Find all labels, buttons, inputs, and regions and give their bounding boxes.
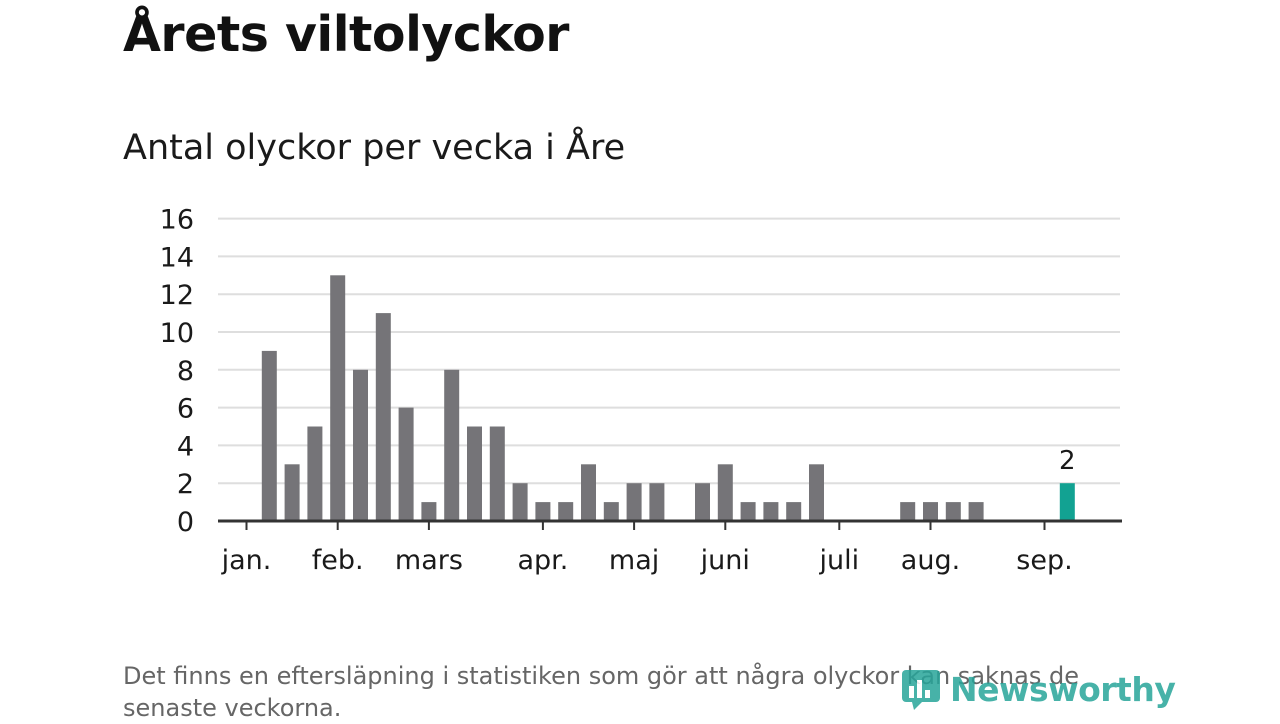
y-tick-label: 0 bbox=[177, 507, 194, 538]
highlight-value-label: 2 bbox=[1059, 446, 1076, 476]
bar bbox=[444, 369, 460, 521]
chart-subtitle: Antal olyckor per vecka i Åre bbox=[123, 128, 626, 168]
chart-title: Årets viltolyckor bbox=[123, 6, 569, 63]
x-tick-label: aug. bbox=[901, 545, 960, 576]
bar bbox=[421, 502, 437, 521]
bar bbox=[809, 464, 824, 521]
bar bbox=[649, 483, 665, 521]
bar bbox=[740, 502, 756, 521]
y-tick-label: 14 bbox=[160, 242, 194, 273]
newsworthy-logo: Newsworthy bbox=[900, 668, 1176, 710]
x-axis: jan. feb. mars apr. maj juni juli aug. sep. bbox=[218, 519, 1122, 576]
x-tick-label: juli bbox=[818, 545, 859, 576]
bar bbox=[307, 426, 323, 521]
bar bbox=[398, 407, 414, 521]
y-tick-label: 8 bbox=[177, 356, 194, 387]
bar bbox=[535, 502, 551, 521]
y-tick-label: 12 bbox=[160, 280, 194, 311]
x-tick-label: mars bbox=[395, 545, 463, 576]
bar bbox=[489, 426, 505, 521]
bar bbox=[968, 502, 984, 521]
newsworthy-logo-text: Newsworthy bbox=[950, 669, 1176, 709]
bar bbox=[375, 313, 391, 521]
newsworthy-logo-icon bbox=[902, 670, 940, 710]
y-tick-label: 10 bbox=[160, 318, 194, 349]
x-tick-label: feb. bbox=[312, 545, 364, 576]
bar bbox=[261, 350, 277, 521]
y-tick-label: 6 bbox=[177, 394, 194, 425]
bars bbox=[261, 275, 1075, 521]
x-tick-label: apr. bbox=[517, 545, 568, 576]
bar bbox=[353, 369, 368, 521]
bar bbox=[558, 502, 574, 521]
bar bbox=[512, 483, 528, 521]
grid-lines bbox=[218, 217, 1120, 485]
bar bbox=[330, 275, 346, 521]
bar bbox=[786, 502, 802, 521]
data-labels: 2 bbox=[1059, 446, 1076, 476]
bar-highlight bbox=[1059, 483, 1075, 521]
bar bbox=[581, 464, 596, 521]
x-tick-label: juni bbox=[700, 545, 750, 576]
bar bbox=[717, 464, 733, 521]
y-axis-ticks: 0 2 4 6 8 10 12 14 16 bbox=[160, 205, 194, 538]
bar bbox=[923, 502, 938, 521]
bar bbox=[603, 502, 619, 521]
bar bbox=[945, 502, 961, 521]
x-tick-label: maj bbox=[609, 545, 659, 576]
y-tick-label: 2 bbox=[177, 469, 194, 500]
bar bbox=[695, 483, 710, 521]
y-tick-label: 4 bbox=[177, 431, 194, 462]
bar bbox=[626, 483, 642, 521]
y-tick-label: 16 bbox=[160, 205, 194, 236]
x-tick-label: jan. bbox=[221, 545, 272, 576]
bar bbox=[763, 502, 779, 521]
x-tick-label: sep. bbox=[1016, 545, 1072, 576]
bar bbox=[284, 464, 300, 521]
bar bbox=[900, 502, 916, 521]
bar bbox=[467, 426, 482, 521]
